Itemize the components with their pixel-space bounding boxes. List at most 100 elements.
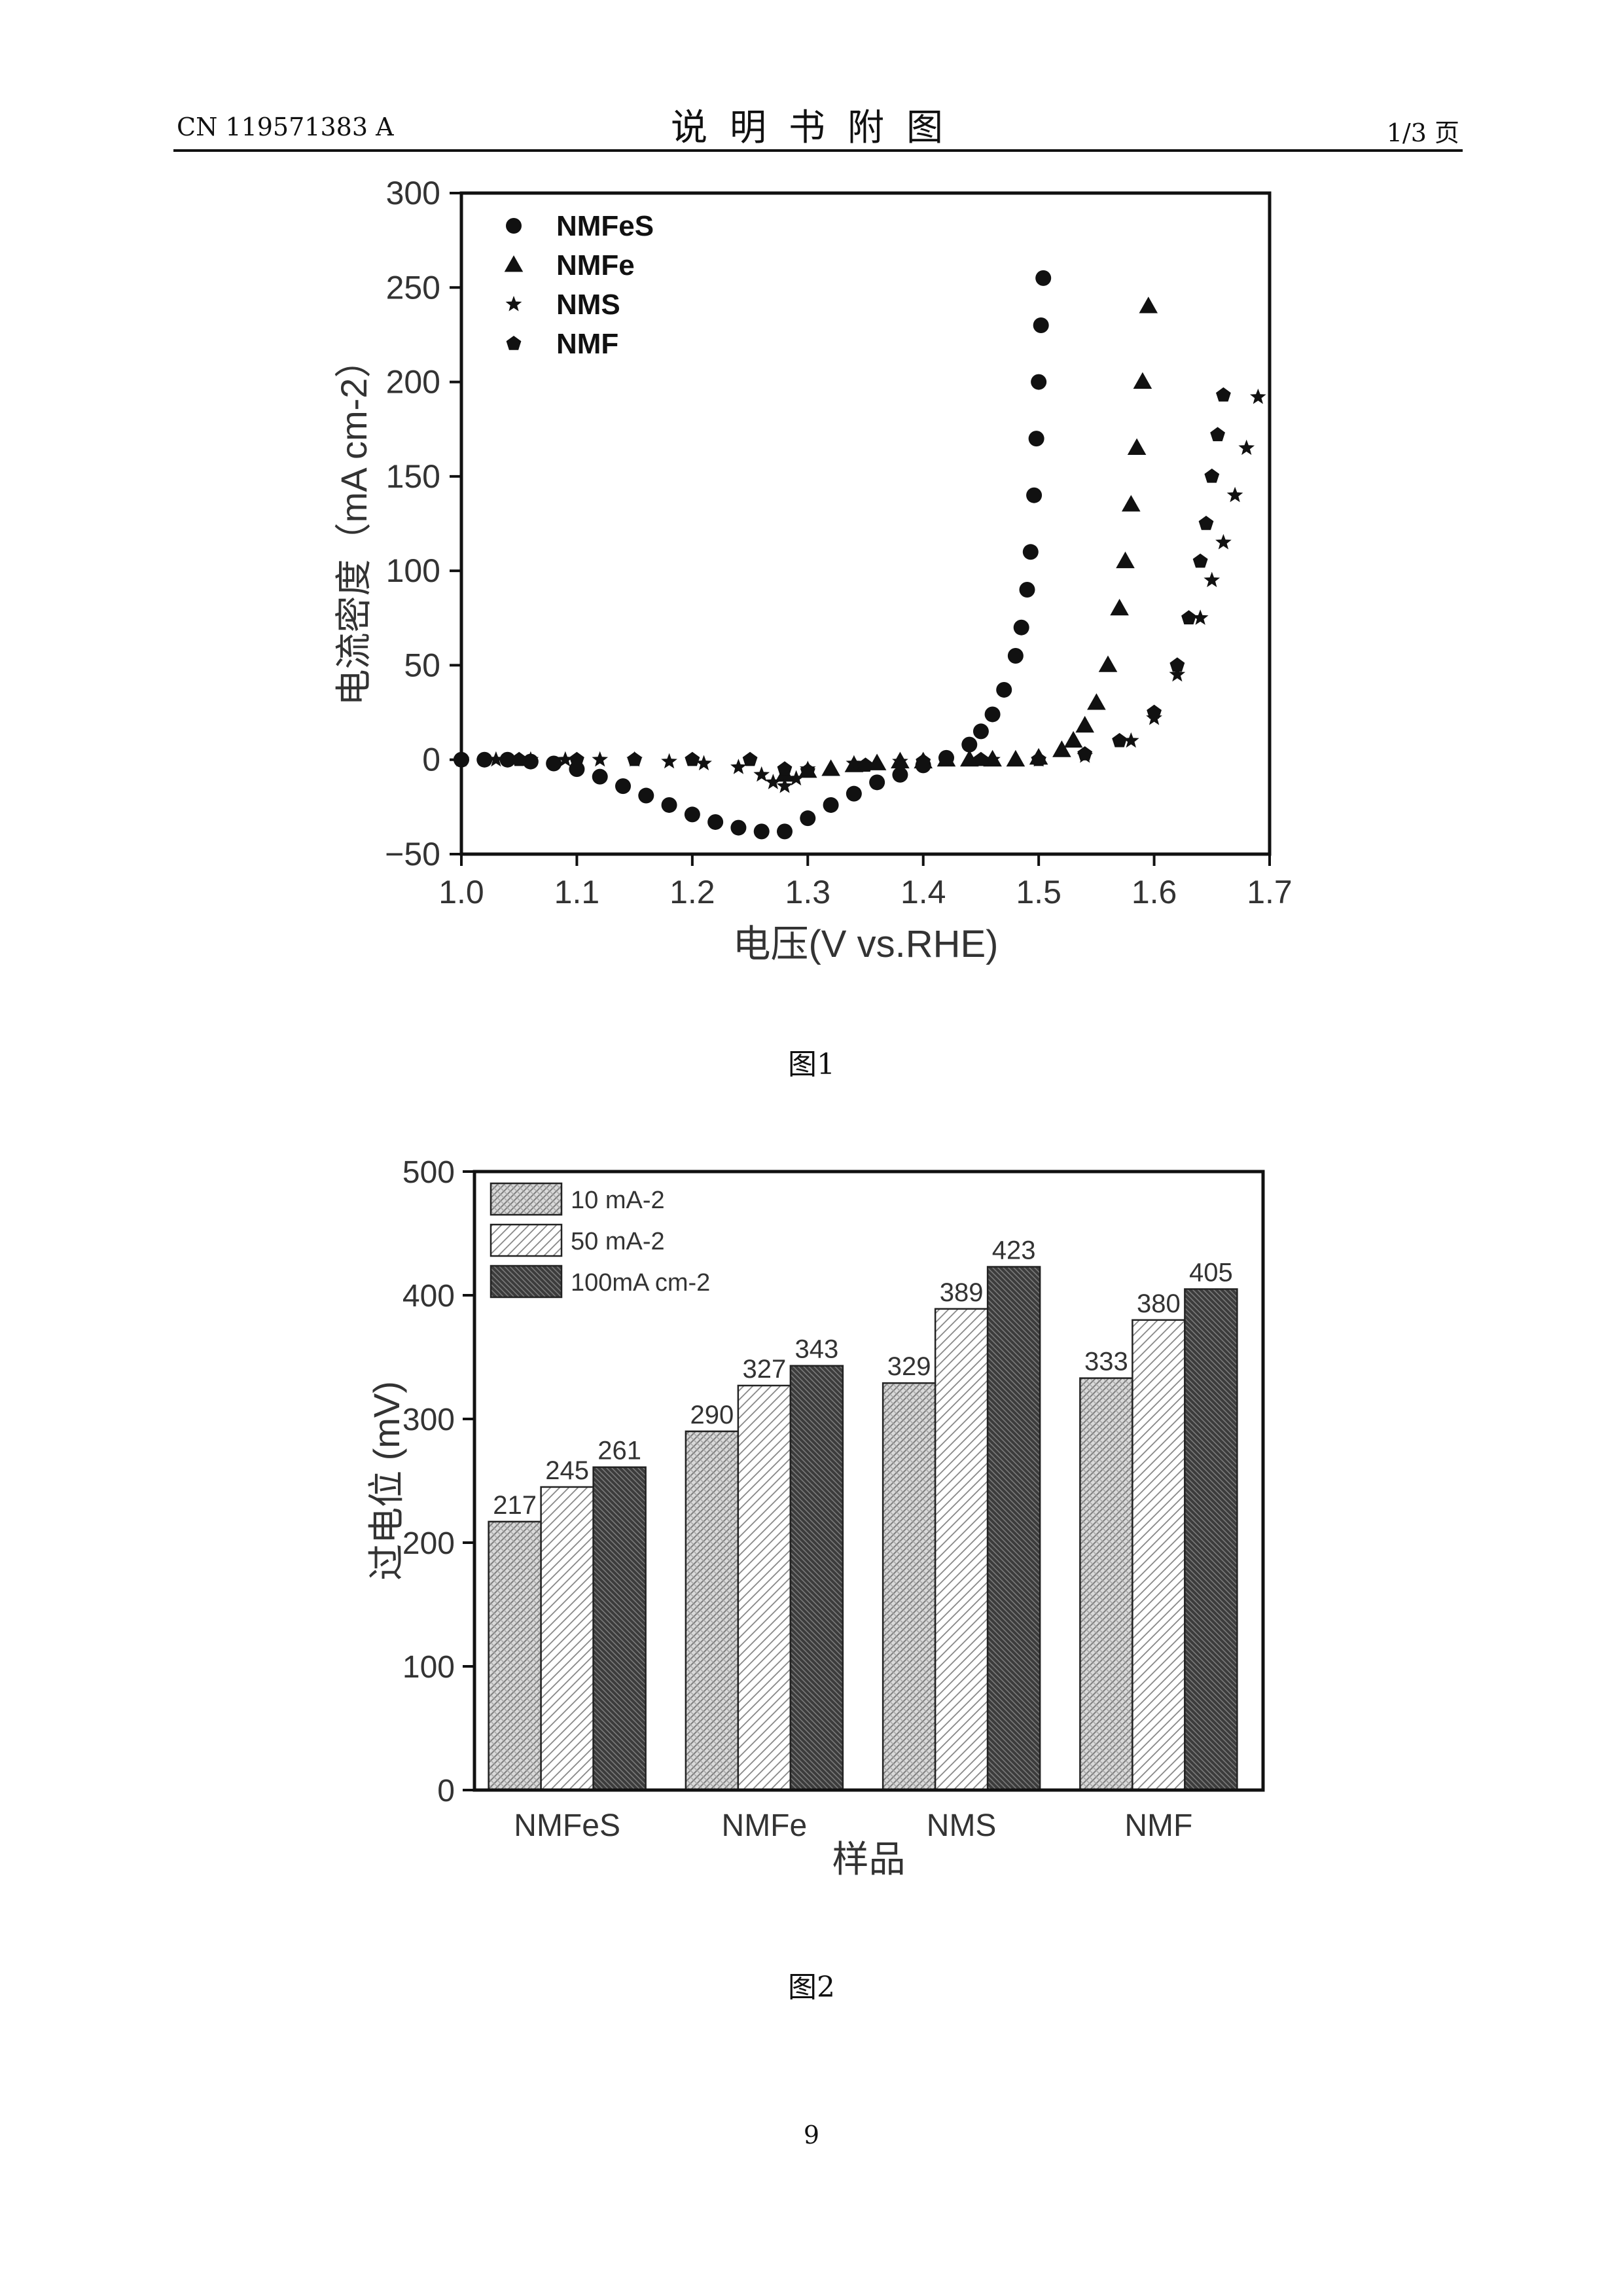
data-point	[1014, 620, 1029, 636]
data-point	[753, 766, 770, 782]
figure1-lsv-chart: 1.01.11.21.31.41.51.61.73002502001501005…	[0, 0, 1623, 1021]
chart1-y-tick-label: 250	[386, 269, 440, 306]
legend-marker-nmfes	[506, 218, 522, 234]
data-point	[1077, 746, 1092, 761]
data-point	[512, 752, 527, 766]
chart2-y-tick-label: 0	[437, 1774, 455, 1808]
data-point	[800, 763, 815, 778]
data-point	[1139, 296, 1158, 313]
data-point	[1033, 317, 1049, 333]
data-point	[973, 723, 989, 739]
chart2-category-label: NMS	[927, 1808, 997, 1843]
bar-value-label: 217	[493, 1491, 537, 1520]
data-point	[662, 797, 677, 813]
data-point	[1147, 705, 1162, 719]
series-nmf	[454, 387, 1231, 778]
data-point	[1035, 270, 1051, 286]
chart2-y-tick-label: 100	[402, 1650, 455, 1685]
data-point	[1204, 572, 1220, 588]
chart1-y-tick-label: 150	[386, 458, 440, 495]
data-point	[892, 767, 908, 783]
series-nmfe	[776, 296, 1158, 781]
bar-nmfes-1	[541, 1487, 594, 1790]
series-nms	[454, 389, 1266, 793]
legend-label-nmfes: NMFeS	[556, 210, 654, 242]
chart2-y-axis-label: 过电位 (mV)	[366, 1381, 407, 1581]
data-point	[1026, 488, 1042, 503]
chart1-x-tick-label: 1.4	[901, 874, 946, 910]
chart1-x-tick-label: 1.1	[554, 874, 600, 910]
chart1-x-tick-label: 1.0	[438, 874, 484, 910]
bar-value-label: 423	[992, 1236, 1036, 1265]
data-point	[1031, 752, 1046, 766]
data-point	[777, 823, 793, 839]
chart1-x-tick-label: 1.6	[1132, 874, 1177, 910]
figure1-caption: 图1	[0, 1041, 1623, 1083]
legend-label-nms: NMS	[556, 289, 620, 321]
data-point	[777, 761, 793, 776]
data-point	[1181, 610, 1196, 624]
data-point	[800, 810, 815, 826]
chart2-y-tick-label: 500	[402, 1155, 455, 1190]
data-point	[730, 820, 746, 836]
bar-value-label: 380	[1137, 1289, 1181, 1318]
chart1-y-tick-label: 100	[386, 552, 440, 589]
data-point	[974, 752, 989, 766]
bar-nmfe-1	[738, 1386, 791, 1790]
data-point	[1215, 534, 1232, 550]
data-point	[1216, 387, 1231, 402]
data-point	[869, 774, 885, 790]
data-point	[685, 806, 700, 822]
data-point	[1238, 440, 1255, 456]
data-point	[1029, 431, 1044, 446]
legend-swatch-1	[491, 1225, 562, 1256]
bar-nmfe-2	[791, 1366, 843, 1790]
bar-value-label: 245	[545, 1456, 589, 1485]
chart1-y-axis-label: 电流密度（mA cm-2）	[333, 342, 374, 706]
bar-nms-1	[935, 1309, 988, 1790]
legend-label-2: 100mA cm-2	[571, 1269, 710, 1297]
legend-swatch-2	[491, 1266, 562, 1297]
chart1-y-tick-label: 300	[386, 175, 440, 211]
data-point	[1008, 648, 1024, 664]
chart1-x-tick-label: 1.3	[785, 874, 831, 910]
chart1-y-tick-label: −50	[385, 836, 440, 872]
chart1-x-tick-label: 1.2	[669, 874, 715, 910]
data-point	[627, 752, 642, 766]
data-point	[661, 753, 677, 769]
figure2-bar-chart: 0100200300400500217245261NMFeS290327343N…	[0, 1113, 1623, 1931]
data-point	[615, 778, 631, 794]
data-point	[916, 754, 931, 768]
data-point	[685, 752, 700, 766]
data-point	[1199, 516, 1214, 530]
data-point	[707, 814, 723, 830]
chart1-y-tick-label: 200	[386, 364, 440, 401]
data-point	[1210, 427, 1225, 441]
data-point	[1099, 656, 1118, 672]
legend-marker-nmfe	[505, 255, 524, 272]
data-point	[1110, 599, 1129, 615]
data-point	[1031, 374, 1046, 390]
data-point	[1122, 495, 1141, 511]
data-point	[1227, 487, 1243, 503]
data-point	[476, 752, 492, 768]
bar-nmfe-0	[686, 1431, 738, 1790]
bar-value-label: 405	[1189, 1259, 1233, 1287]
data-point	[743, 752, 758, 766]
data-point	[1020, 582, 1035, 598]
data-point	[846, 786, 862, 802]
bar-nms-2	[988, 1267, 1040, 1790]
data-point	[1204, 469, 1219, 483]
bar-nmf-2	[1185, 1289, 1237, 1790]
chart2-x-axis-label: 样品	[832, 1839, 906, 1880]
bar-value-label: 290	[690, 1401, 734, 1429]
data-point	[1087, 693, 1106, 709]
legend-label-1: 50 mA-2	[571, 1228, 665, 1255]
chart1-x-tick-label: 1.5	[1016, 874, 1061, 910]
legend-marker-nmf	[507, 336, 522, 350]
legend-label-nmf: NMF	[556, 328, 618, 360]
data-point	[996, 682, 1012, 698]
chart2-y-tick-label: 200	[402, 1526, 455, 1561]
bar-nms-0	[883, 1383, 935, 1790]
chart2-y-tick-label: 300	[402, 1403, 455, 1437]
